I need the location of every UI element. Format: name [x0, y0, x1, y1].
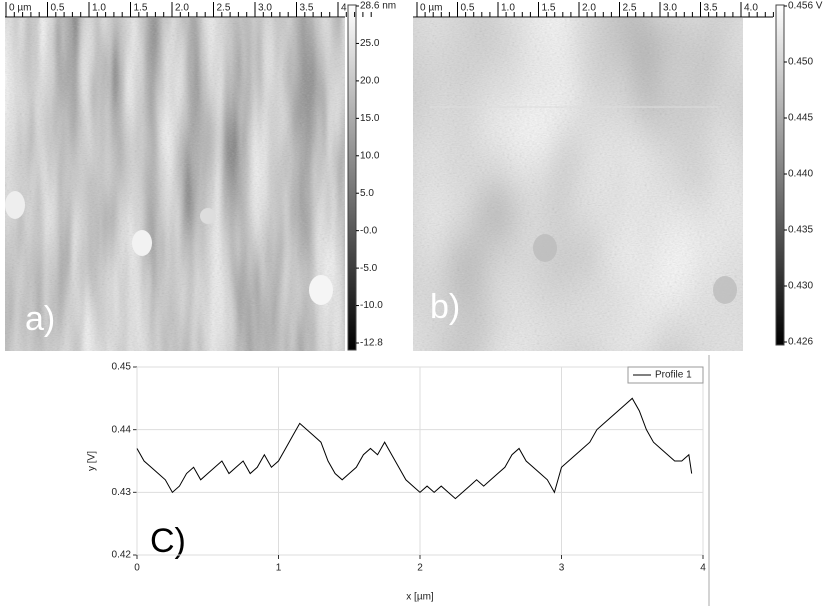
scale-label: 0.5 — [461, 3, 475, 14]
scale-label: 3.0 — [258, 3, 272, 14]
particle — [200, 208, 216, 224]
colorbar-label: -5.0 — [360, 263, 378, 274]
colorbar-label: -12.8 — [360, 338, 383, 349]
y-tick-label: 0.43 — [112, 487, 132, 498]
x-tick-label: 4 — [700, 563, 706, 574]
x-axis-label: x [µm] — [406, 592, 434, 603]
y-tick-label: 0.44 — [112, 424, 132, 435]
colorbar-label: 28.6 nm — [360, 1, 396, 12]
scale-label: 0 µm — [420, 3, 442, 14]
scale-label: 2.0 — [175, 3, 189, 14]
colorbar-label: 0.440 — [788, 169, 813, 180]
particle — [309, 275, 333, 305]
panel-b: 1 b) — [413, 0, 785, 351]
colorbar-label: 5.0 — [360, 188, 374, 199]
legend-label: Profile 1 — [655, 370, 692, 381]
scale-label: 1.0 — [92, 3, 106, 14]
y-axis-label: y [V] — [87, 451, 98, 471]
colorbar-label: 15.0 — [360, 113, 380, 124]
colorbar-label: 0.426 — [788, 337, 813, 348]
scale-label: 2.0 — [582, 3, 596, 14]
afm-noise — [5, 18, 345, 351]
colorbar — [347, 4, 357, 351]
scale-label: 0 µm — [9, 3, 31, 14]
particle — [132, 230, 152, 256]
particle — [713, 276, 737, 304]
panel-a: a) — [5, 0, 357, 351]
colorbar-label: 10.0 — [360, 150, 380, 161]
colorbar — [775, 4, 785, 346]
x-tick-label: 0 — [134, 563, 140, 574]
scale-label: 2.5 — [217, 3, 231, 14]
colorbar-label: 0.450 — [788, 57, 813, 68]
scale-label: 1.5 — [134, 3, 148, 14]
y-tick-label: 0.45 — [112, 362, 132, 373]
x-tick-label: 1 — [276, 563, 282, 574]
profile-line — [136, 397, 693, 500]
colorbar-label: 0.430 — [788, 281, 813, 292]
colorbar-label: -0.0 — [360, 225, 378, 236]
scale-label: 3.5 — [300, 3, 314, 14]
scale-label: 4.0 — [744, 3, 758, 14]
x-tick-label: 3 — [559, 563, 565, 574]
colorbar-label: 0.435 — [788, 225, 813, 236]
particle — [533, 234, 557, 262]
panel-label: a) — [25, 300, 55, 338]
scale-label: 0.5 — [51, 3, 65, 14]
colorbar-label: 25.0 — [360, 38, 380, 49]
blank — [743, 18, 773, 351]
legend-box — [627, 366, 704, 384]
scale-bar — [413, 0, 773, 18]
y-tick-label: 0.42 — [112, 550, 132, 561]
colorbar-label: 20.0 — [360, 76, 380, 87]
profile-marker: 1 — [581, 111, 587, 122]
particle — [5, 191, 25, 219]
colorbar-label: 0.445 — [788, 113, 813, 124]
x-tick-label: 2 — [417, 563, 423, 574]
colorbar-label: -10.0 — [360, 300, 383, 311]
scale-label: 2.5 — [623, 3, 637, 14]
scale-label: 3.5 — [704, 3, 718, 14]
afm-noise — [413, 18, 743, 351]
scale-bar — [5, 0, 345, 18]
scale-label: 1.0 — [501, 3, 515, 14]
colorbar-label: 0.456 V — [788, 1, 823, 12]
panel-label: C) — [150, 522, 186, 560]
scale-label: 3.0 — [663, 3, 677, 14]
scale-label: 4 — [341, 3, 347, 14]
panel-label: b) — [430, 288, 460, 326]
scale-label: 1.5 — [542, 3, 556, 14]
